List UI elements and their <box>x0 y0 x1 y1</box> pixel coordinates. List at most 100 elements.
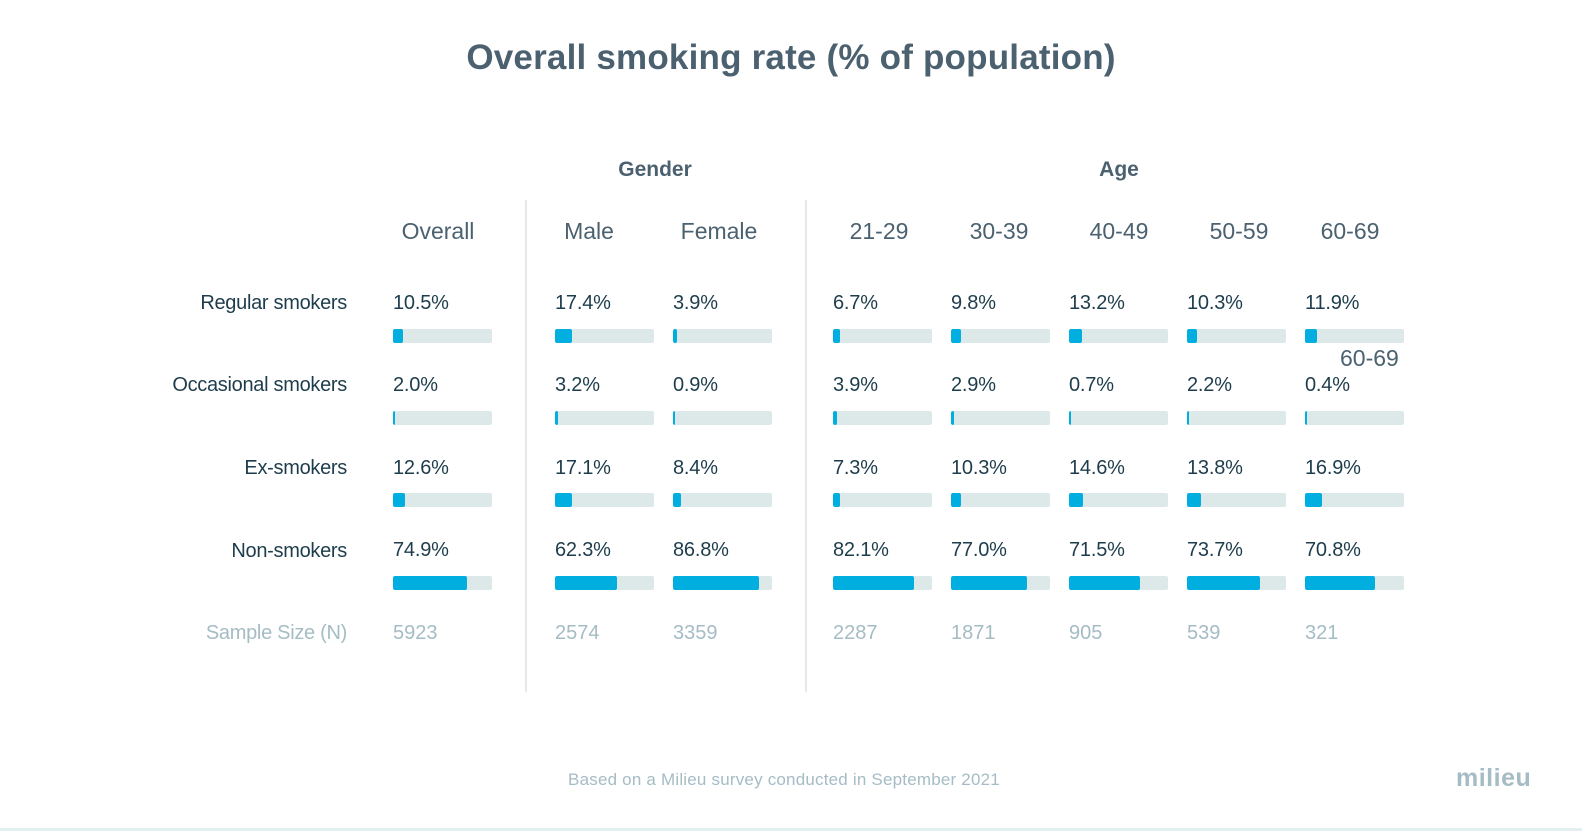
bar-track <box>393 576 492 590</box>
data-label: 10.5% <box>393 292 449 314</box>
data-label: 3.9% <box>833 374 878 396</box>
data-label: 0.4% <box>1305 374 1350 396</box>
bar-track <box>1187 493 1286 507</box>
row-label-sample-size: Sample Size (N) <box>205 622 347 644</box>
bar-track <box>555 493 654 507</box>
data-label: 2.9% <box>951 374 996 396</box>
bar <box>555 329 573 343</box>
bar-track <box>673 576 772 590</box>
row-label-occasional-smokers: Occasional smokers <box>172 374 347 396</box>
bar-track <box>951 329 1050 343</box>
bar <box>951 576 1028 590</box>
bar <box>673 411 675 425</box>
column-header-40-49: 40-49 <box>1089 218 1149 244</box>
bar <box>951 493 962 507</box>
column-header-30-39: 30-39 <box>969 218 1029 244</box>
data-label: 7.3% <box>833 457 878 479</box>
bar-track <box>1069 329 1168 343</box>
bar-track <box>673 411 772 425</box>
data-label: 10.3% <box>951 457 1007 479</box>
bar-track <box>833 411 932 425</box>
sample-size-value: 539 <box>1187 622 1221 644</box>
data-label: 17.4% <box>555 292 611 314</box>
row-label-ex-smokers: Ex-smokers <box>244 457 347 479</box>
data-label: 3.2% <box>555 374 600 396</box>
bar <box>1305 576 1376 590</box>
bar <box>1069 493 1084 507</box>
data-label: 10.3% <box>1187 292 1243 314</box>
data-label: 0.9% <box>673 374 718 396</box>
sample-size-value: 905 <box>1069 622 1103 644</box>
bar <box>833 493 841 507</box>
sample-size-value: 2574 <box>555 622 600 644</box>
bar-track <box>1305 329 1404 343</box>
sample-size-value: 2287 <box>833 622 878 644</box>
data-label: 62.3% <box>555 539 611 561</box>
bar <box>393 576 468 590</box>
data-label: 16.9% <box>1305 457 1361 479</box>
bar <box>393 411 395 425</box>
bar-track <box>555 329 654 343</box>
bottom-rule <box>0 828 1582 831</box>
bar-track <box>833 493 932 507</box>
data-label: 14.6% <box>1069 457 1125 479</box>
sample-size-value: 321 <box>1305 622 1339 644</box>
bar-track <box>1305 576 1404 590</box>
data-label: 6.7% <box>833 292 878 314</box>
bar-track <box>833 329 932 343</box>
data-label: 74.9% <box>393 539 449 561</box>
bar <box>1187 493 1201 507</box>
data-label: 9.8% <box>951 292 996 314</box>
sample-size-value: 5923 <box>393 622 438 644</box>
bar <box>555 411 559 425</box>
bar <box>393 493 406 507</box>
divider-age <box>805 200 807 692</box>
data-label: 77.0% <box>951 539 1007 561</box>
bar-track <box>951 493 1050 507</box>
row-label-regular-smokers: Regular smokers <box>200 292 347 314</box>
bar-track <box>1187 576 1286 590</box>
data-label: 8.4% <box>673 457 718 479</box>
bar <box>833 329 840 343</box>
sample-size-value: 3359 <box>673 622 718 644</box>
bar-track <box>951 576 1050 590</box>
column-header-60-69: 60-69 <box>1320 218 1380 244</box>
bar-track <box>1187 411 1286 425</box>
bar <box>393 329 404 343</box>
bar-track <box>1305 411 1404 425</box>
divider-gender <box>525 200 527 692</box>
bar-track <box>1069 493 1168 507</box>
bar <box>673 493 682 507</box>
data-label: 13.2% <box>1069 292 1125 314</box>
bar <box>833 411 837 425</box>
data-label: 12.6% <box>393 457 449 479</box>
data-label: 2.2% <box>1187 374 1232 396</box>
bar-track <box>393 411 492 425</box>
row-label-non-smokers: Non-smokers <box>231 540 347 562</box>
column-header-female: Female <box>680 218 758 244</box>
bar <box>951 411 954 425</box>
bar-track <box>951 411 1050 425</box>
bar <box>555 576 617 590</box>
column-header-50-59: 50-59 <box>1209 218 1269 244</box>
bar-track <box>555 411 654 425</box>
bar <box>673 329 677 343</box>
column-header-21-29: 21-29 <box>849 218 909 244</box>
bar-track <box>555 576 654 590</box>
data-label: 3.9% <box>673 292 718 314</box>
data-label: 13.8% <box>1187 457 1243 479</box>
bar-track <box>1069 411 1168 425</box>
data-label: 0.7% <box>1069 374 1114 396</box>
bar-track <box>673 329 772 343</box>
footer-note: Based on a Milieu survey conducted in Se… <box>568 770 1000 789</box>
bar <box>673 576 759 590</box>
data-label: 11.9% <box>1305 292 1360 314</box>
data-label: 73.7% <box>1187 539 1243 561</box>
group-header-gender: Gender <box>618 158 692 181</box>
data-label: 2.0% <box>393 374 438 396</box>
bar <box>1187 411 1190 425</box>
bar <box>555 493 572 507</box>
data-label: 71.5% <box>1069 539 1125 561</box>
bar-track <box>393 329 492 343</box>
bar-track <box>393 493 492 507</box>
